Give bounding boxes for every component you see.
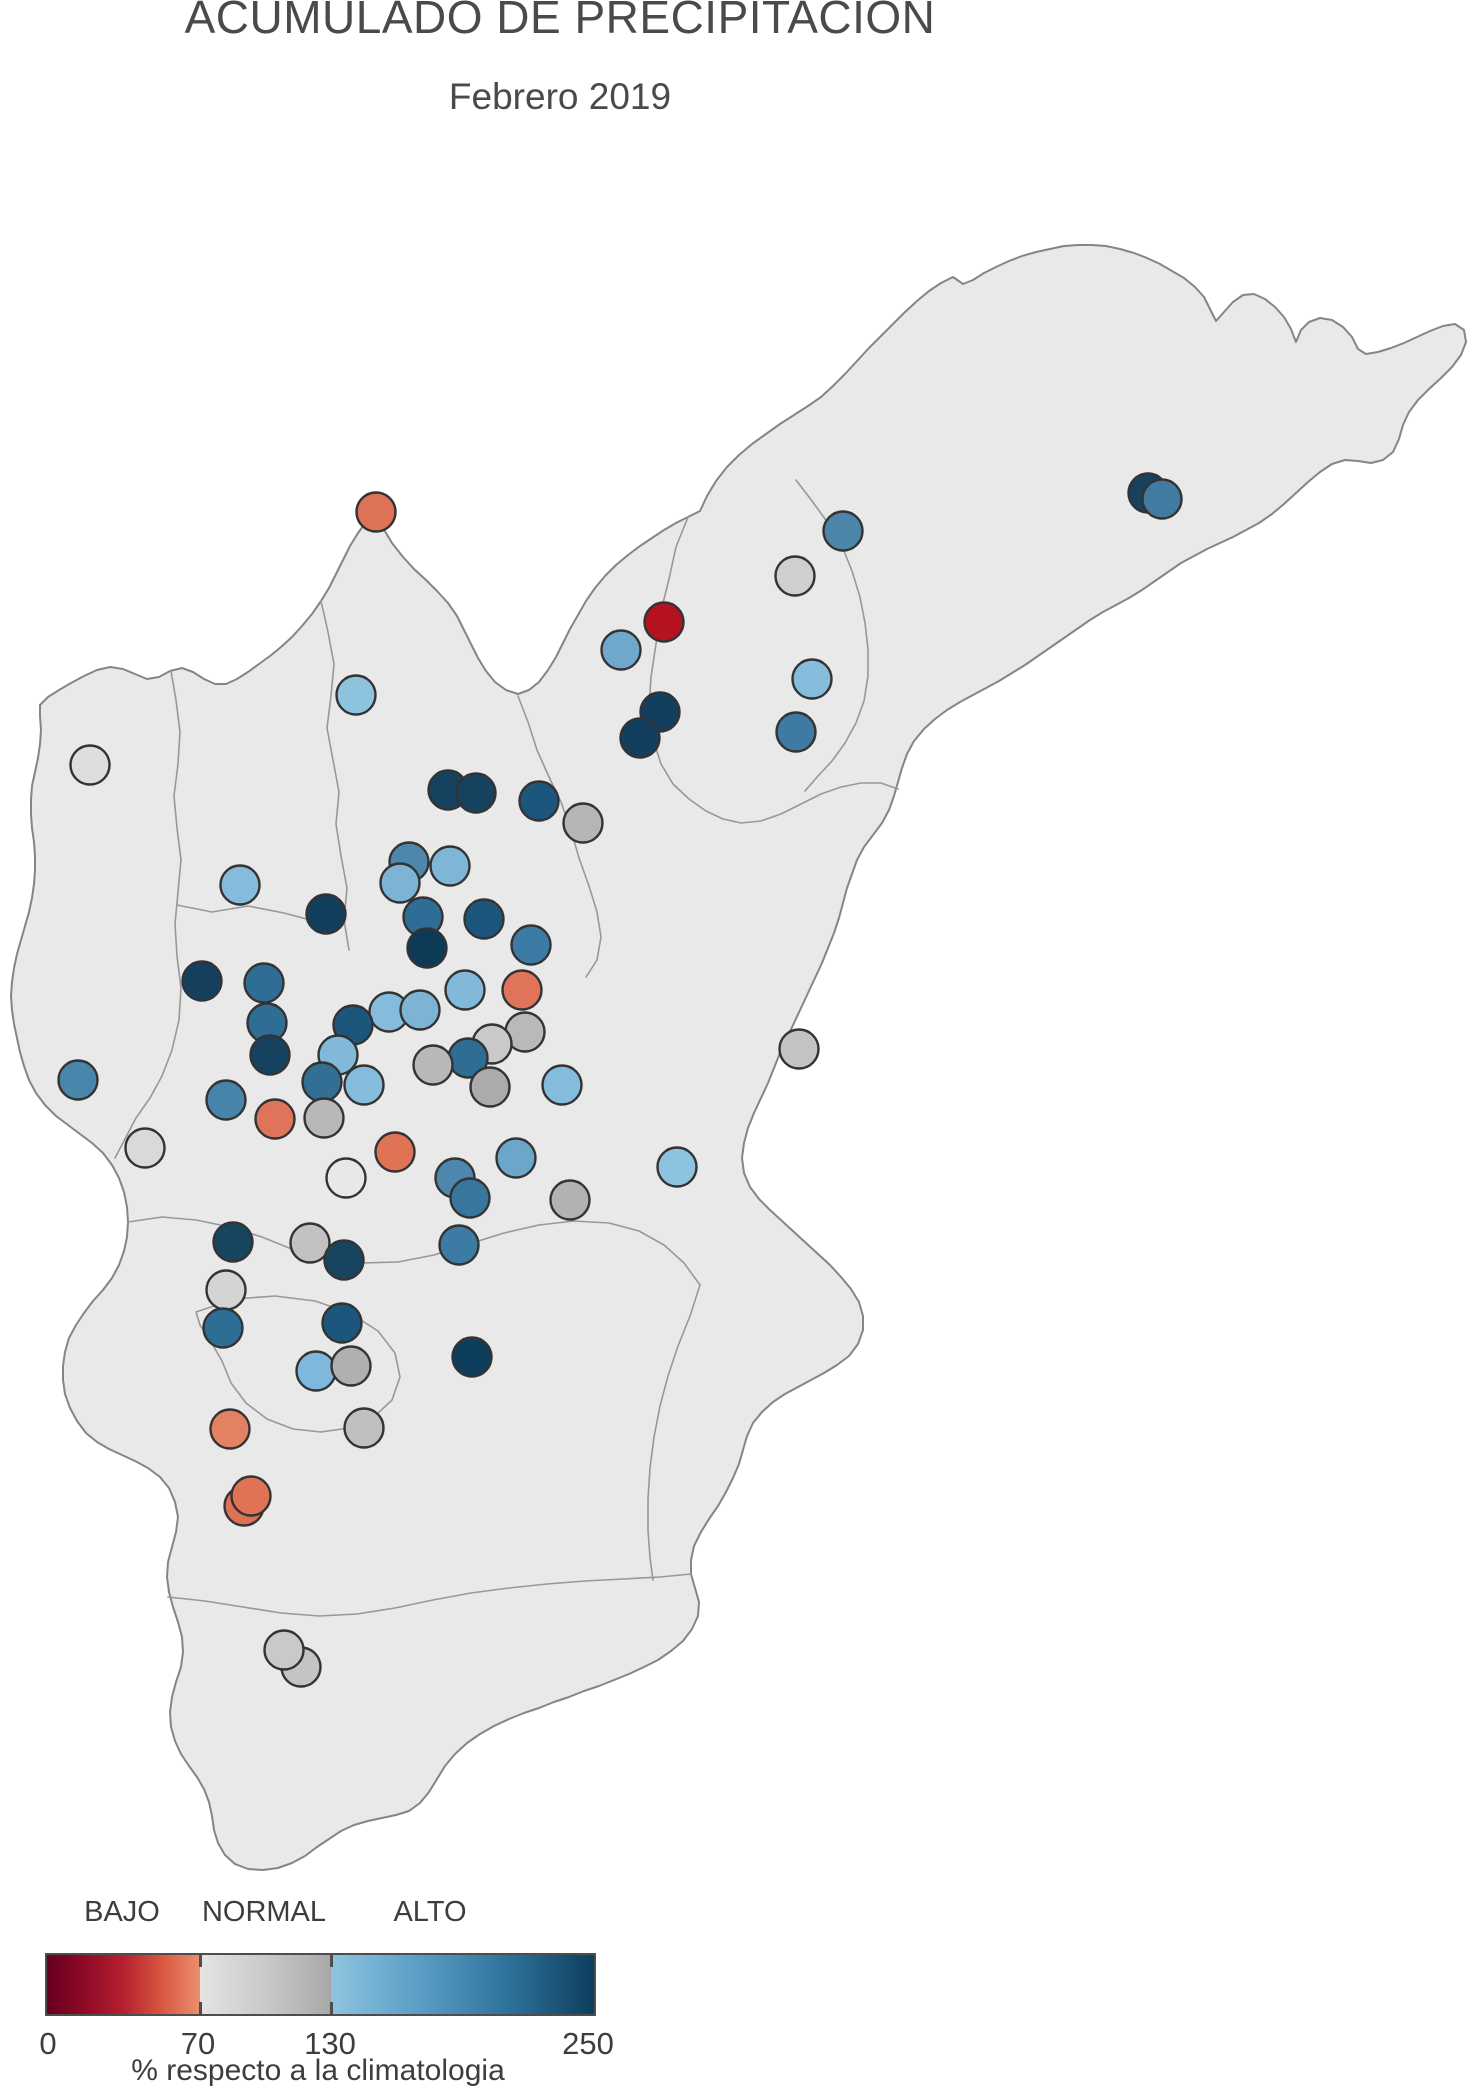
station-dot [301, 1061, 343, 1103]
colorbar-tick-0: 0 [39, 2026, 57, 2061]
station-dot [451, 1336, 493, 1378]
station-dot [205, 1269, 247, 1311]
station-dot [181, 960, 223, 1002]
station-dot [325, 1157, 367, 1199]
station-dot [1141, 478, 1183, 520]
station-dot [243, 962, 285, 1004]
station-dot [343, 1407, 385, 1449]
station-dot [374, 1131, 416, 1173]
station-dot [330, 1345, 372, 1387]
station-dot [249, 1034, 291, 1076]
station-dot [775, 711, 817, 753]
station-dot [656, 1146, 698, 1188]
colorbar-notch [198, 1955, 202, 1967]
station-dot [379, 862, 421, 904]
station-dot [501, 969, 543, 1011]
colorbar-notch [329, 1955, 333, 1967]
station-dot [202, 1307, 244, 1349]
station-dot [57, 1059, 99, 1101]
station-dot [510, 924, 552, 966]
station-dot [412, 1044, 454, 1086]
colorbar-segment-alto [331, 1955, 594, 2014]
colorbar-notch [198, 2002, 202, 2014]
station-dot [791, 658, 833, 700]
colorbar-segment-normal [200, 1955, 332, 2014]
station-dot [774, 555, 816, 597]
station-dot [323, 1239, 365, 1281]
station-dot [406, 927, 448, 969]
station-dot [444, 969, 486, 1011]
station-dot [822, 510, 864, 552]
colorbar-tick-130: 130 [304, 2026, 356, 2061]
colorbar-axis-label: % respecto a la climatologia [131, 2054, 505, 2087]
station-dot [438, 1224, 480, 1266]
colorbar [45, 1953, 596, 2016]
station-dot [305, 893, 347, 935]
station-dot [643, 601, 685, 643]
station-dot [219, 864, 261, 906]
station-dot [212, 1221, 254, 1263]
station-dot [263, 1629, 305, 1671]
station-dot [399, 989, 441, 1031]
station-dots [57, 472, 1183, 1688]
station-dot [205, 1079, 247, 1121]
station-dot [549, 1179, 591, 1221]
station-dot [321, 1302, 363, 1344]
station-dot [289, 1222, 331, 1264]
page-title: ACUMULADO DE PRECIPITACIÓN [0, 0, 1120, 40]
legend-label-bajo: BAJO [84, 1896, 160, 1928]
station-dot [463, 898, 505, 940]
station-dot [449, 1177, 491, 1219]
colorbar-tick-250: 250 [562, 2026, 614, 2061]
colorbar-segment-bajo [47, 1955, 201, 2014]
chart-title: ACUMULADO DE PRECIPITACIÓN [184, 0, 936, 43]
station-dot [230, 1475, 272, 1517]
station-dot [619, 717, 661, 759]
station-dot [778, 1028, 820, 1070]
station-dot [254, 1098, 296, 1140]
station-dot [600, 629, 642, 671]
legend-label-alto: ALTO [393, 1896, 467, 1928]
station-dot [343, 1064, 385, 1106]
station-dot [562, 802, 604, 844]
station-dot [469, 1066, 511, 1108]
station-dot [455, 772, 497, 814]
station-dot [295, 1350, 337, 1392]
station-dot [303, 1097, 345, 1139]
station-dot [335, 674, 377, 716]
station-dot [124, 1127, 166, 1169]
station-dot [209, 1408, 251, 1450]
station-dot [429, 845, 471, 887]
station-dot [69, 744, 111, 786]
station-dot [355, 491, 397, 533]
colorbar-tick-70: 70 [180, 2026, 216, 2061]
legend-label-normal: NORMAL [201, 1896, 327, 1928]
colorbar-notch [329, 2002, 333, 2014]
station-dot [495, 1137, 537, 1179]
station-dot [518, 780, 560, 822]
chart-subtitle: Febrero 2019 [448, 76, 672, 117]
station-dot [541, 1064, 583, 1106]
region-outline [10, 244, 1467, 1871]
